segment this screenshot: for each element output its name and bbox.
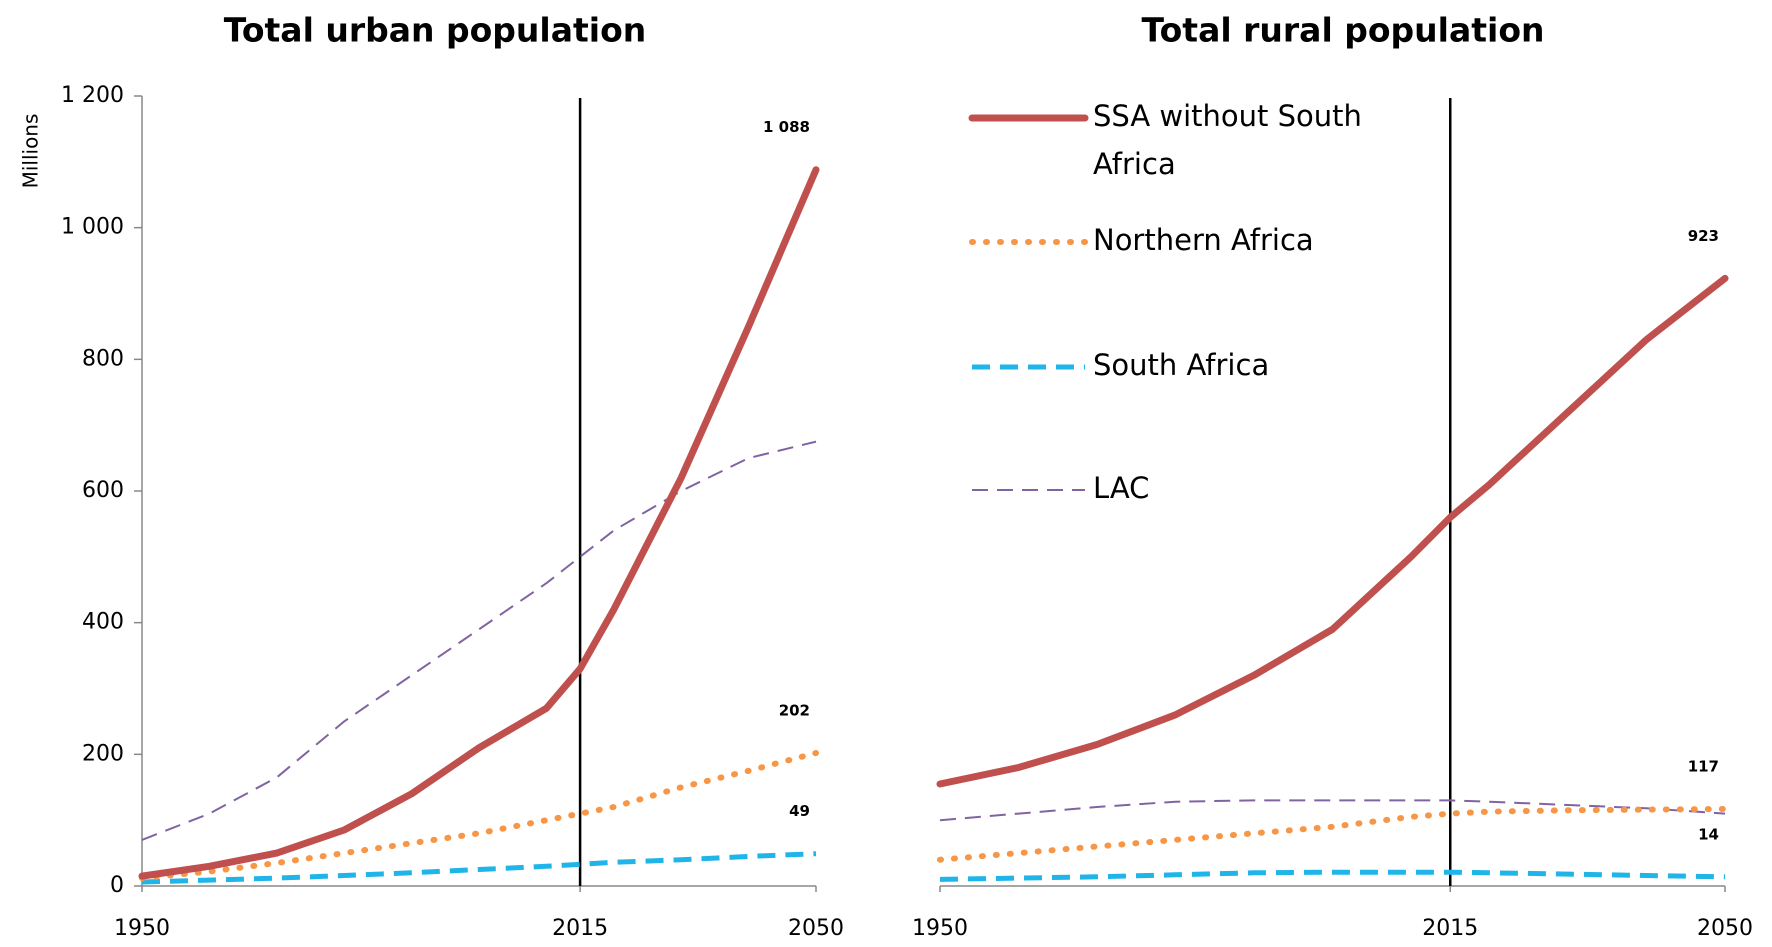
x-tick-label: 2050: [1697, 916, 1753, 941]
data-label: 49: [789, 802, 810, 820]
series-line: [936, 274, 1729, 788]
series-line: [937, 806, 1728, 863]
chart-title: Total urban population: [224, 11, 647, 50]
series-line: [939, 869, 1726, 882]
x-tick-label: 1950: [912, 916, 968, 941]
data-label: 14: [1698, 825, 1719, 843]
x-tick-label: 2015: [552, 916, 608, 941]
legend-label: Northern Africa: [1093, 223, 1314, 257]
series-line: [139, 750, 819, 882]
series-line: [138, 166, 820, 880]
y-tick-label: 800: [82, 346, 124, 371]
x-tick-label: 1950: [114, 916, 170, 941]
y-tick-label: 400: [82, 610, 124, 635]
y-tick-label: 1 000: [61, 215, 124, 240]
chart-title: Total rural population: [1142, 11, 1545, 50]
y-tick-label: 600: [82, 478, 124, 503]
data-label: 1 088: [763, 118, 810, 136]
y-tick-label: 200: [82, 741, 124, 766]
series-line: [939, 799, 1726, 822]
y-tick-label: 0: [110, 873, 124, 898]
data-label: 923: [1688, 227, 1719, 245]
series-line: [141, 440, 817, 841]
legend-label: LAC: [1093, 471, 1149, 505]
y-tick-label: 1 200: [61, 83, 124, 108]
legend-label: SSA without South Africa: [1093, 99, 1362, 181]
x-tick-label: 2015: [1422, 916, 1478, 941]
data-label: 117: [1688, 757, 1719, 775]
data-label: 202: [779, 702, 810, 720]
y-axis-label: Millions: [19, 114, 43, 189]
series-line: [141, 851, 817, 885]
legend-label: South Africa: [1093, 348, 1269, 382]
x-tick-label: 2050: [788, 916, 844, 941]
